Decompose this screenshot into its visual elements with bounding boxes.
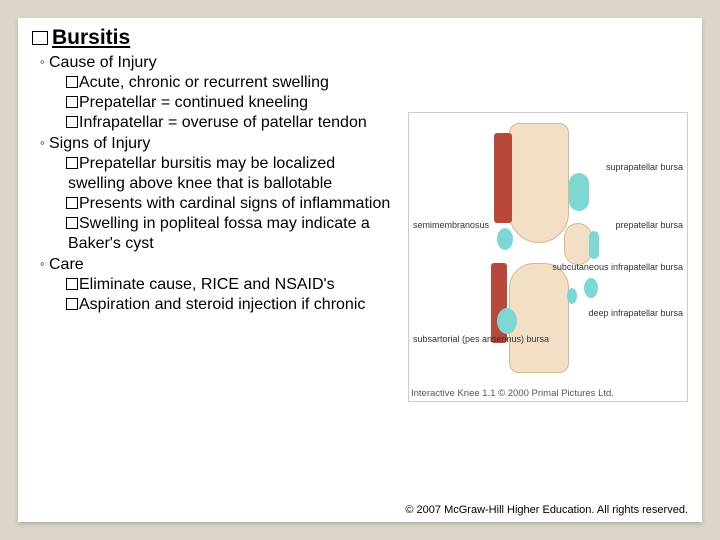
image-column: semimembranosus suprapatellar bursa prep… bbox=[408, 52, 688, 402]
section-heading: ◦Care bbox=[32, 255, 400, 275]
diagram-label: subcutaneous infrapatellar bursa bbox=[552, 263, 683, 273]
diagram-label: semimembranosus bbox=[413, 221, 489, 231]
diagram-label: suprapatellar bursa bbox=[606, 163, 683, 173]
bullet-item: Acute, chronic or recurrent swelling bbox=[32, 73, 400, 93]
knee-diagram: semimembranosus suprapatellar bursa prep… bbox=[408, 112, 688, 402]
copyright-footer: © 2007 McGraw-Hill Higher Education. All… bbox=[405, 504, 688, 516]
bullet-item: Infrapatellar = overuse of patellar tend… bbox=[32, 113, 400, 133]
diagram-label: deep infrapatellar bursa bbox=[588, 309, 683, 319]
bullet-item: Swelling in popliteal fossa may indicate… bbox=[32, 214, 400, 254]
diagram-label: prepatellar bursa bbox=[615, 221, 683, 231]
section-heading: ◦Signs of Injury bbox=[32, 134, 400, 154]
bullet-item: Presents with cardinal signs of inflamma… bbox=[32, 194, 400, 214]
content-row: ◦Cause of Injury Acute, chronic or recur… bbox=[32, 52, 688, 402]
text-column: ◦Cause of Injury Acute, chronic or recur… bbox=[32, 52, 400, 402]
bullet-item: Prepatellar bursitis may be localized sw… bbox=[32, 154, 400, 194]
diagram-credit: Interactive Knee 1.1 © 2000 Primal Pictu… bbox=[411, 388, 614, 399]
slide: Bursitis ◦Cause of Injury Acute, chronic… bbox=[18, 18, 702, 522]
diagram-label: subsartorial (pes anserinus) bursa bbox=[413, 335, 549, 345]
bullet-item: Aspiration and steroid injection if chro… bbox=[32, 295, 400, 315]
bullet-item: Prepatellar = continued kneeling bbox=[32, 93, 400, 113]
slide-title: Bursitis bbox=[32, 26, 688, 50]
section-heading: ◦Cause of Injury bbox=[32, 53, 400, 73]
bullet-item: Eliminate cause, RICE and NSAID's bbox=[32, 275, 400, 295]
